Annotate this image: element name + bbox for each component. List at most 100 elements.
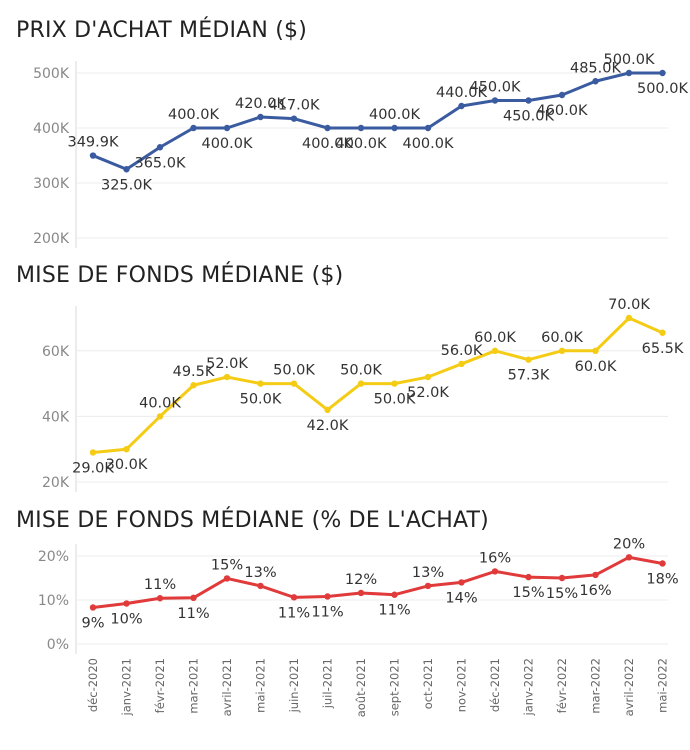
data-point [89, 152, 97, 159]
data-point [123, 600, 130, 607]
data-label: 52.0K [206, 356, 248, 372]
y-tick-label: 40K [42, 409, 70, 425]
x-tick-label: août-2021 [354, 658, 368, 717]
data-label: 500.0K [637, 81, 689, 97]
x-tick-label: févr-2021 [153, 658, 167, 713]
data-point [592, 571, 599, 579]
data-label: 11% [144, 577, 176, 593]
data-label: 15% [512, 585, 544, 601]
data-point [357, 124, 365, 132]
data-point [592, 347, 599, 354]
x-tick-label: oct-2021 [421, 658, 435, 709]
data-point [458, 360, 465, 368]
data-label: 60.0K [541, 330, 583, 346]
data-label: 10% [110, 612, 142, 628]
data-point [625, 314, 633, 322]
data-point [223, 575, 231, 582]
x-tick-label: janv-2021 [120, 658, 134, 716]
data-label: 460.0K [536, 103, 588, 119]
data-label: 65.5K [642, 341, 684, 357]
data-point [123, 166, 130, 173]
y-tick-label: 60K [42, 344, 70, 360]
data-label: 349.9K [67, 135, 119, 151]
y-tick-label: 0% [47, 637, 69, 653]
data-label: 49.5K [173, 364, 215, 380]
data-point [290, 115, 298, 122]
chart-price: 200K 300K 400K 500K 349.9K 325.0K 365.0K 400.0K… [33, 52, 688, 248]
x-tick-label: juin-2021 [287, 658, 301, 713]
y-tick-label: 20% [38, 549, 69, 565]
chart-downpay: 20K40K60K29.0K30.0K40.0K49.5K52.0K50.0K5… [42, 297, 684, 492]
x-tick-label: nov-2021 [455, 658, 469, 712]
data-point [156, 144, 164, 151]
data-point [424, 373, 432, 381]
data-point [257, 582, 264, 590]
data-label: 50.0K [340, 363, 382, 379]
data-point [391, 124, 398, 132]
data-label: 13% [244, 565, 276, 581]
x-tick-label: juil-2021 [321, 658, 335, 709]
data-point [156, 595, 164, 602]
data-label: 57.3K [508, 368, 550, 384]
data-label: 60.0K [575, 359, 617, 375]
data-label: 20% [613, 536, 645, 552]
data-label: 400.0K [369, 107, 421, 123]
data-point [558, 574, 566, 582]
data-label: 500.0K [603, 52, 655, 68]
data-point [156, 413, 164, 420]
x-tick-label: mar-2021 [187, 658, 201, 714]
y-tick-label: 10% [38, 593, 69, 609]
data-label: 16% [579, 583, 611, 599]
x-tick-label: mai-2022 [656, 658, 670, 713]
data-label: 450.0K [503, 109, 555, 125]
data-label: 70.0K [608, 297, 650, 313]
data-label: 400.0K [168, 107, 220, 123]
data-point [290, 594, 298, 601]
data-label: 11% [278, 605, 310, 621]
data-point [458, 579, 465, 586]
data-point [89, 604, 97, 611]
x-tick-label: mai-2021 [254, 658, 268, 713]
data-label: 9% [81, 615, 104, 631]
data-point [659, 560, 666, 567]
data-label: 56.0K [441, 343, 483, 359]
data-point [357, 380, 365, 387]
data-point [391, 591, 398, 598]
data-point [123, 446, 130, 453]
data-label: 18% [646, 571, 678, 587]
y-tick-label: 400K [33, 121, 70, 137]
data-point [223, 124, 231, 132]
data-point [625, 554, 633, 561]
x-tick-label: avril-2022 [622, 658, 636, 716]
data-point [89, 449, 97, 456]
data-label: 365.0K [134, 155, 186, 171]
data-point [424, 124, 432, 132]
data-point [659, 329, 666, 336]
data-point [525, 356, 532, 363]
data-label: 417.0K [268, 98, 320, 114]
x-tick-label: mar-2022 [589, 658, 603, 714]
data-point [324, 593, 331, 600]
data-point [190, 382, 197, 389]
data-label: 11% [177, 606, 209, 622]
data-label: 15% [546, 586, 578, 602]
x-tick-label: sept-2021 [388, 658, 402, 716]
data-label: 29.0K [72, 460, 114, 476]
data-label: 11% [311, 604, 343, 620]
data-point [257, 113, 264, 121]
data-point [324, 406, 331, 414]
y-tick-label: 500K [33, 66, 70, 82]
data-point [357, 589, 365, 597]
data-point [558, 91, 566, 99]
chart-title-down-payment-percent: MISE DE FONDS MÉDIANE (% DE L'ACHAT) [16, 508, 489, 533]
data-label: 485.0K [570, 60, 622, 76]
data-label: 400.0K [335, 136, 387, 152]
data-label: 12% [345, 572, 377, 588]
data-point [491, 97, 499, 104]
data-point [525, 573, 532, 581]
data-label: 52.0K [407, 385, 449, 401]
data-label: 325.0K [101, 177, 153, 193]
chart-pct: 0%10%20%9% 10%11%11%15% 13%11% 11%12%11%13%… [38, 536, 679, 717]
y-tick-label: 300K [33, 176, 70, 192]
